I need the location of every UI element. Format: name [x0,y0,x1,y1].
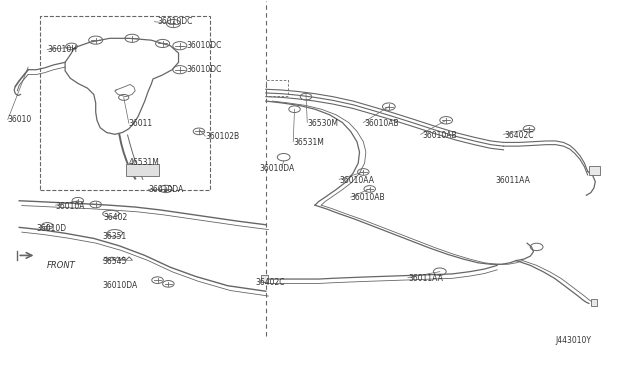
Text: 36545: 36545 [102,257,127,266]
Text: 36010DC: 36010DC [186,65,221,74]
Text: 36011AA: 36011AA [408,274,443,283]
Text: 36010AA: 36010AA [339,176,374,185]
Text: FRONT: FRONT [47,260,76,270]
Text: 36010DC: 36010DC [157,17,193,26]
Text: 36402C: 36402C [505,131,534,140]
Text: 36010AB: 36010AB [422,131,456,140]
Text: 46531M: 46531M [129,157,160,167]
Bar [40,16,211,190]
Text: 36010A: 36010A [56,202,85,211]
Text: 36402C: 36402C [255,278,285,287]
Text: 36531M: 36531M [293,138,324,147]
Bar [591,299,597,306]
Text: 36010DA: 36010DA [259,164,294,173]
Text: J443010Y: J443010Y [556,336,592,345]
Text: 36010DC: 36010DC [186,41,221,50]
Text: 36010DA: 36010DA [148,185,183,194]
Text: 36010AB: 36010AB [351,193,385,202]
Text: 36010H: 36010H [47,45,77,54]
Bar [589,166,600,175]
Text: 36011AA: 36011AA [495,176,530,185]
Text: 36010AB: 36010AB [365,119,399,128]
Bar [261,275,268,282]
Text: 36011: 36011 [129,119,153,128]
Text: 36530M: 36530M [307,119,339,128]
Text: 36010: 36010 [8,115,32,124]
Text: 36351: 36351 [102,232,126,241]
Text: 36010DA: 36010DA [102,281,138,290]
Text: 36402: 36402 [103,213,127,222]
Bar [125,164,159,176]
Text: 360102B: 360102B [205,132,239,141]
Text: 36010D: 36010D [36,224,67,233]
